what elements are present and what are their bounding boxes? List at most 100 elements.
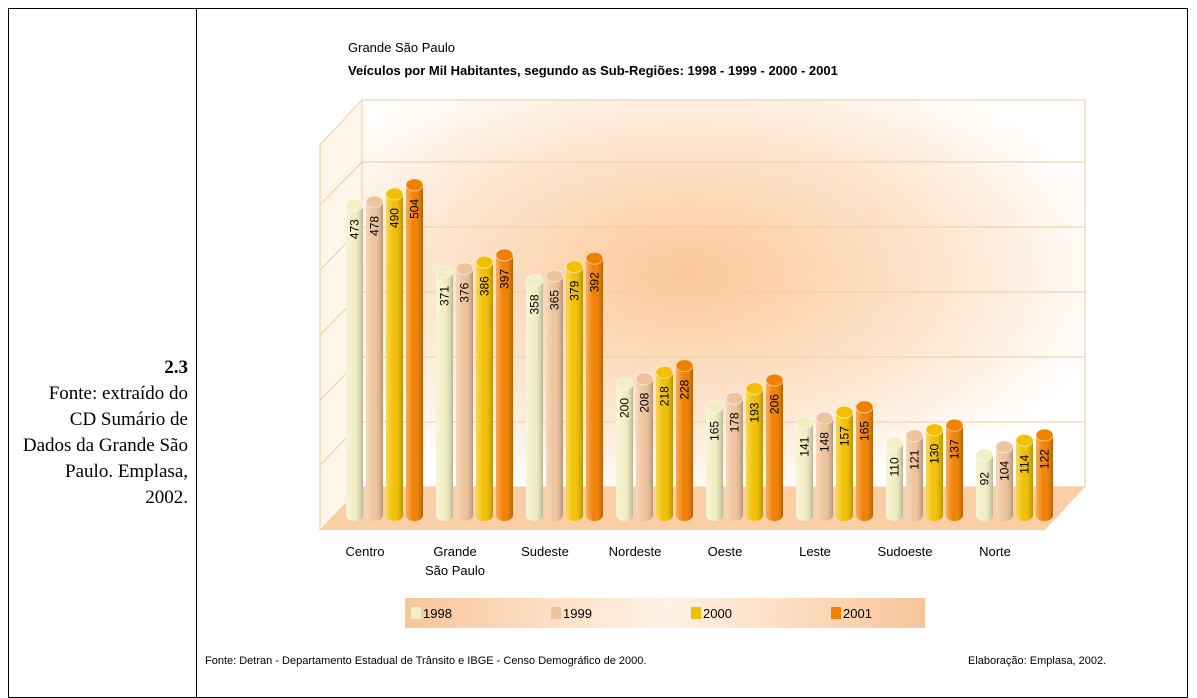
cylinder-shade [616, 384, 633, 521]
legend-label: 2000 [703, 606, 732, 621]
cylinder-top [1035, 428, 1054, 442]
cylinder-top [655, 365, 674, 379]
cylinder [385, 187, 404, 522]
cylinder [565, 260, 584, 521]
cylinder [945, 418, 964, 521]
cylinder [975, 448, 994, 521]
x-tick-label-line: Grande [433, 544, 476, 559]
chart: Grande São Paulo Veículos por Mil Habita… [205, 40, 1106, 667]
value-label: 358 [528, 294, 542, 314]
cylinder-shade [766, 380, 783, 521]
value-label: 137 [948, 439, 962, 459]
cylinder-shade [856, 406, 873, 521]
cylinder-shade [676, 365, 693, 521]
cylinder-top [405, 178, 424, 192]
x-tick-label: Nordeste [609, 544, 662, 559]
value-label: 121 [908, 449, 922, 469]
cylinder-shade [456, 268, 473, 521]
legend-label: 1998 [423, 606, 452, 621]
cylinder-top [855, 400, 874, 414]
cylinder-shade [836, 412, 853, 521]
table-divider [196, 8, 197, 698]
cylinder-shade [886, 442, 903, 521]
cylinder-top [995, 440, 1014, 454]
cylinder-top [615, 377, 634, 391]
caption-text: Fonte: extraído do CD Sumário de Dados d… [22, 383, 188, 508]
cylinder-shade [976, 454, 993, 521]
cylinder-shade [526, 280, 543, 521]
value-label: 165 [708, 421, 722, 441]
value-label: 504 [408, 199, 422, 219]
cylinder [815, 411, 834, 521]
x-tick-label: Centro [345, 544, 384, 559]
cylinder [405, 178, 424, 521]
cylinder-top [1015, 433, 1034, 447]
cylinder-top [435, 265, 454, 279]
cylinder-shade [656, 372, 673, 521]
cylinder-shade [926, 429, 943, 521]
cylinder [1035, 428, 1054, 521]
x-tick-label: Oeste [708, 544, 743, 559]
legend-swatch [551, 607, 561, 619]
cylinder [1015, 433, 1034, 521]
credit: Elaboração: Emplasa, 2002. [968, 655, 1106, 667]
cylinder-top [835, 405, 854, 419]
chart-title: Veículos por Mil Habitantes, segundo as … [348, 63, 838, 78]
cylinder-top [745, 382, 764, 396]
cylinder-top [815, 411, 834, 425]
value-label: 110 [888, 457, 902, 476]
cylinder [495, 248, 514, 521]
cylinder-shade [586, 258, 603, 521]
cylinder [655, 365, 674, 521]
x-tick-label-line: São Paulo [425, 563, 485, 578]
cylinder [745, 382, 764, 521]
cylinder [925, 423, 944, 521]
cylinder-top [455, 262, 474, 276]
cylinder-top [945, 418, 964, 432]
cylinder-top [905, 429, 924, 443]
cylinder-shade [746, 388, 763, 521]
cylinder-shade [906, 435, 923, 521]
x-tick-label: Norte [979, 544, 1011, 559]
cylinder-shade [1016, 440, 1033, 521]
value-label: 206 [768, 394, 782, 414]
cylinder-shade [1036, 435, 1053, 521]
value-label: 104 [998, 461, 1012, 481]
value-label: 148 [818, 432, 832, 452]
cylinder [885, 436, 904, 521]
value-label: 365 [548, 290, 562, 310]
cylinder-shade [346, 205, 363, 521]
value-label: 130 [928, 444, 942, 464]
cylinder-shade [706, 406, 723, 521]
cylinder-top [885, 436, 904, 450]
value-label: 193 [748, 402, 762, 422]
cylinder-top [795, 416, 814, 430]
cylinder-top [675, 359, 694, 373]
value-label: 218 [658, 386, 672, 406]
cylinder [795, 416, 814, 521]
cylinder-shade [546, 275, 563, 521]
cylinder-shade [996, 446, 1013, 521]
cylinder-shade [436, 271, 453, 521]
value-label: 157 [838, 426, 852, 446]
cylinder-top [475, 255, 494, 269]
cylinder [995, 440, 1014, 521]
cylinder [475, 255, 494, 521]
cylinder [855, 400, 874, 521]
cylinder-top [975, 448, 994, 462]
x-tick-label: Leste [799, 544, 831, 559]
cylinder [435, 265, 454, 521]
cylinder-top [585, 251, 604, 265]
value-label: 371 [438, 286, 452, 306]
cylinder-shade [816, 418, 833, 521]
value-label: 228 [678, 379, 692, 399]
value-label: 141 [798, 436, 812, 456]
cylinder-shade [726, 398, 743, 521]
legend-label: 2001 [843, 606, 872, 621]
cylinder-shade [796, 422, 813, 521]
legend-swatch [831, 607, 841, 619]
value-label: 379 [568, 280, 582, 300]
value-label: 92 [978, 472, 992, 486]
cylinder-top [525, 274, 544, 288]
value-label: 208 [638, 392, 652, 412]
